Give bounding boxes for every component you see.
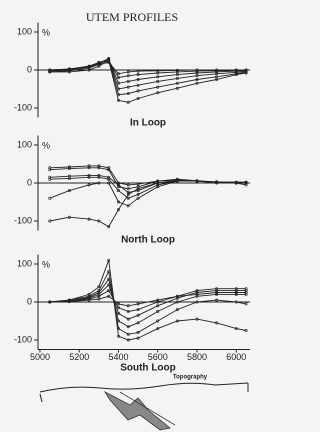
y-tick-label: -100	[14, 215, 32, 225]
y-tick-label: 0	[27, 177, 32, 187]
y-tick-label: 100	[17, 139, 32, 149]
x-tick-label: 5400	[108, 352, 128, 362]
y-tick-label: 0	[27, 296, 32, 306]
figure-title: UTEM PROFILES	[86, 10, 178, 24]
y-axis-label: %	[42, 27, 50, 37]
x-tick-label: 5000	[30, 352, 50, 362]
x-tick-label: 5200	[69, 352, 89, 362]
panel-title: South Loop	[120, 363, 176, 374]
x-tick-label: 6000	[226, 352, 246, 362]
topography-label: Topography	[173, 375, 208, 381]
y-axis-label: %	[42, 140, 50, 150]
y-tick-label: 0	[27, 64, 32, 74]
x-tick-label: 5800	[187, 352, 207, 362]
figure: UTEM PROFILES Topography -100 0 100% In Loo…	[0, 0, 255, 432]
y-tick-label: -100	[14, 334, 32, 344]
y-tick-label: 100	[17, 258, 32, 268]
y-tick-label: -100	[14, 102, 32, 112]
y-tick-label: 100	[17, 26, 32, 36]
panel-title: North Loop	[121, 235, 175, 246]
panel-title: In Loop	[130, 118, 166, 129]
x-tick-label: 5600	[148, 352, 168, 362]
y-axis-label: %	[42, 259, 50, 269]
